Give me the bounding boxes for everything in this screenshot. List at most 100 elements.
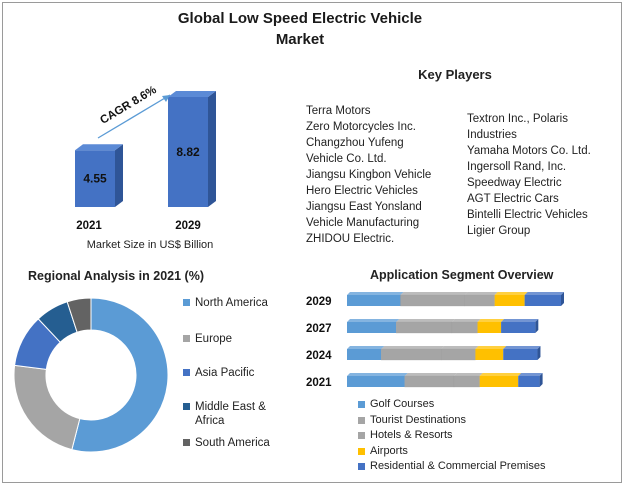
market-category-2029: 2029 [175,220,201,232]
application-category-2024: 2024 [306,350,332,362]
segment-top-1 [396,319,455,322]
segment-3 [475,349,504,360]
key-player-col2-7: Ligier Group [467,225,531,237]
segment-top-4 [518,373,543,376]
legend-label: Airports [370,444,408,457]
application-bar-2027 [347,319,539,334]
segment-top-2 [441,346,479,349]
donut-slice-1 [13,364,81,451]
market-xlabel: Market Size in US$ Billion [87,239,214,251]
segment-1 [381,348,442,361]
market-category-2021: 2021 [76,220,102,232]
key-player-col1-1: Zero Motorcycles Inc. [306,121,416,133]
segment-top-2 [454,373,483,376]
legend-label: Europe [195,333,233,345]
bar-end [561,292,564,306]
segment-top-3 [494,292,528,295]
application-legend: Golf Courses Tourist Destinations Hotels &… [358,397,545,475]
key-player-col1-3: Vehicle Co. Ltd. [306,153,387,165]
legend-swatch [183,403,190,410]
key-players-column-1: Terra Motors Zero Motorcycles Inc. Changzh… [306,103,431,247]
page-title: Global Low Speed Electric Vehicle Market [150,8,450,50]
legend-swatch [358,416,365,424]
segment-top-2 [464,292,498,295]
segment-top-4 [503,346,541,349]
market-bar-2029 [168,91,216,207]
segment-top-0 [347,373,408,376]
segment-1 [400,294,465,307]
segment-2 [441,348,476,361]
market-bar-value-0: 4.55 [83,172,107,186]
segment-2 [464,294,495,307]
segment-0 [347,322,397,333]
segment-4 [518,376,540,387]
legend-label: Middle East & Africa [195,401,266,427]
donut-slice-4 [66,297,92,333]
segment-top-4 [524,292,564,295]
key-player-col1-5: Hero Electric Vehicles [306,185,418,197]
legend-label: Hotels & Resorts [370,429,453,441]
application-legend-item-4: Residential & Commercial Premises [358,459,545,475]
segment-top-2 [451,319,481,322]
legend-swatch [183,335,190,342]
segment-2 [451,321,478,334]
segment-top-3 [477,319,505,322]
key-player-col2-1: Industries [467,129,517,141]
segment-2 [453,375,480,388]
legend-swatch [183,369,190,376]
key-player-col2-0: Textron Inc., Polaris [467,113,568,125]
segment-4 [524,295,561,306]
cagr-arrow-head [162,95,170,102]
regional-legend-item-1: Europe [183,332,232,346]
key-player-col2-2: Yamaha Motors Co. Ltd. [467,145,591,157]
legend-swatch [358,401,365,409]
infographic-frame [2,2,622,483]
bar-end [539,373,543,387]
cagr-arrow [97,94,171,139]
legend-label: Residential & Commercial Premises [370,460,546,472]
legend-swatch [183,439,190,446]
key-player-col1-0: Terra Motors [306,105,371,117]
application-category-2029: 2029 [306,296,332,308]
key-player-col1-4: Jiangsu Kingbon Vehicle [306,169,432,181]
application-bar-2021 [347,373,543,388]
segment-0 [347,349,382,360]
legend-label: South America [195,437,270,449]
application-legend-item-3: Airports [358,444,545,460]
key-player-col2-6: Bintelli Electric Vehicles [467,209,588,221]
title-line-2: Market [275,31,325,48]
segment-3 [479,376,519,387]
legend-label: Asia Pacific [195,367,255,379]
bar-end [537,346,541,360]
segment-1 [404,375,455,388]
application-chart-title: Application Segment Overview [370,268,554,282]
key-player-col2-3: Ingersoll Rand, Inc. [467,161,567,173]
legend-swatch [183,299,190,306]
segment-4 [501,322,536,333]
title-line-1: Global Low Speed Electric Vehicle [177,10,423,27]
key-player-col1-6: Jiangsu East Yonsland [306,201,422,213]
application-bar-2029 [347,292,564,307]
segment-top-0 [347,346,385,349]
market-bar-2021 [75,144,123,207]
segment-top-0 [347,292,404,295]
key-player-col1-2: Changzhou Yufeng [306,137,404,149]
legend-label: North America [195,297,268,309]
segment-top-1 [400,292,468,295]
key-player-col2-4: Speedway Electric [467,177,562,189]
application-bar-2024 [347,346,541,361]
application-category-2021: 2021 [306,377,332,389]
donut-slice-0 [71,297,169,453]
regional-chart-title: Regional Analysis in 2021 (%) [28,269,204,283]
regional-legend-item-2: Asia Pacific [183,366,254,380]
key-player-col1-7: Vehicle Manufacturing [306,217,420,229]
segment-top-0 [347,319,400,322]
segment-0 [347,376,405,387]
regional-legend-item-4: South America [183,436,270,450]
segment-3 [477,322,502,333]
segment-top-3 [479,373,522,376]
key-players-column-2: Textron Inc., Polaris Industries Yamaha Mo… [467,111,591,239]
segment-4 [503,349,538,360]
segment-top-3 [475,346,507,349]
